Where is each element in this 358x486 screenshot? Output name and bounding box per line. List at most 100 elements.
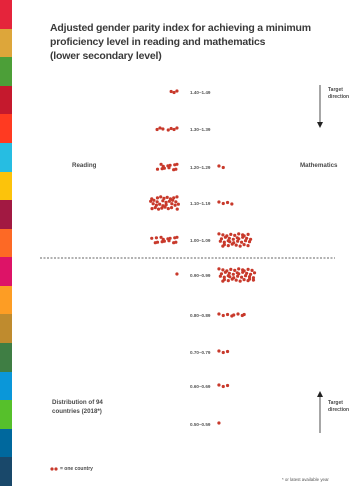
reading-dot bbox=[159, 235, 163, 239]
mathematics-dot bbox=[237, 232, 241, 236]
mathematics-dot bbox=[243, 274, 248, 278]
reading-dot bbox=[153, 206, 157, 210]
reading-dot bbox=[160, 206, 164, 210]
mathematics-dot bbox=[228, 275, 232, 279]
reading-dot bbox=[169, 206, 174, 210]
target-direction-top-line1: Target bbox=[328, 87, 343, 93]
mathematics-dot bbox=[225, 383, 230, 388]
reading-dot bbox=[173, 236, 177, 240]
reading-label: Reading bbox=[72, 162, 97, 169]
mathematics-label: Mathematics bbox=[300, 162, 338, 169]
stripe-segment bbox=[0, 428, 12, 458]
mathematics-dot bbox=[232, 241, 236, 245]
mathematics-dot bbox=[246, 267, 250, 271]
reading-dot bbox=[150, 197, 154, 201]
bin-label: 0.80–0.89 bbox=[190, 313, 211, 318]
bin-label: 0.90–0.99 bbox=[190, 273, 211, 278]
mathematics-dot bbox=[219, 272, 224, 276]
mathematics-dot bbox=[225, 349, 230, 354]
mathematics-dot bbox=[251, 278, 256, 282]
chart-title-line-3: (lower secondary level) bbox=[50, 50, 162, 62]
reading-dot bbox=[175, 272, 179, 276]
mathematics-dot bbox=[217, 164, 221, 168]
target-arrow-down-icon bbox=[317, 122, 323, 128]
reading-dot bbox=[158, 202, 162, 206]
stripe-segment bbox=[0, 257, 12, 287]
reading-dot bbox=[166, 128, 170, 132]
reading-dot bbox=[167, 199, 171, 203]
reading-dot bbox=[172, 241, 176, 245]
reading-dot bbox=[175, 207, 179, 211]
bin-label: 1.00–1.09 bbox=[190, 238, 211, 243]
mathematics-dot bbox=[225, 200, 230, 205]
reading-dot bbox=[151, 202, 155, 206]
mathematics-dot bbox=[225, 312, 230, 317]
reading-dot bbox=[161, 204, 165, 208]
reading-dot bbox=[154, 236, 158, 240]
mathematics-dot bbox=[221, 384, 225, 389]
reading-dot bbox=[172, 168, 176, 172]
reading-dot bbox=[161, 164, 165, 168]
mathematics-dot bbox=[249, 272, 253, 276]
bin-label: 0.60–0.69 bbox=[190, 384, 211, 389]
mathematics-dot bbox=[242, 312, 246, 317]
stripe-segment bbox=[0, 142, 12, 173]
mathematics-dot bbox=[242, 234, 246, 238]
reading-dot bbox=[155, 167, 160, 171]
mathematics-dot bbox=[237, 272, 241, 276]
legend-label: = one country bbox=[60, 466, 93, 472]
mathematics-dot bbox=[247, 240, 252, 244]
reading-dot bbox=[164, 203, 168, 207]
mathematics-dot bbox=[247, 277, 252, 281]
mathematics-dot bbox=[217, 312, 221, 316]
mathematics-dot bbox=[217, 383, 221, 387]
mathematics-dot bbox=[222, 243, 226, 247]
mathematics-dot bbox=[233, 233, 237, 237]
mathematics-dot bbox=[245, 236, 249, 240]
stripe-segment bbox=[0, 343, 12, 373]
mathematics-dot bbox=[221, 201, 225, 206]
reading-dot bbox=[159, 195, 163, 199]
stripe-segment bbox=[0, 314, 12, 344]
mathematics-dot bbox=[231, 272, 235, 276]
reading-dot bbox=[161, 237, 165, 241]
mathematics-dot bbox=[250, 268, 254, 272]
bin-label: 0.50–0.59 bbox=[190, 422, 211, 427]
mathematics-dot bbox=[243, 239, 248, 243]
mathematics-dot bbox=[221, 233, 225, 237]
mathematics-dot bbox=[242, 269, 246, 273]
stripe-segment bbox=[0, 171, 12, 201]
mathematics-dot bbox=[217, 267, 221, 271]
bin-label: 1.10–1.19 bbox=[190, 201, 211, 206]
bin-label: 0.70–0.79 bbox=[190, 350, 211, 355]
reading-dot bbox=[172, 90, 176, 95]
stripe-segment bbox=[0, 28, 12, 58]
mathematics-dot bbox=[222, 240, 226, 244]
reading-dot bbox=[175, 195, 179, 199]
mathematics-dot bbox=[227, 236, 231, 240]
reading-dot bbox=[172, 196, 176, 200]
mathematics-dot bbox=[233, 268, 237, 272]
mathematics-dot bbox=[217, 232, 221, 236]
mathematics-dot bbox=[246, 232, 250, 236]
mathematics-dot bbox=[231, 237, 235, 241]
mathematics-dot bbox=[221, 313, 225, 318]
stripe-segment bbox=[0, 285, 12, 315]
stripe-segment bbox=[0, 114, 12, 144]
reading-dot bbox=[169, 89, 173, 94]
mathematics-dot bbox=[221, 350, 225, 355]
mathematics-dot bbox=[234, 243, 238, 247]
reading-dot bbox=[174, 200, 178, 204]
mathematics-dot bbox=[236, 239, 240, 243]
mathematics-dot bbox=[232, 313, 236, 317]
reading-dot bbox=[168, 197, 173, 201]
footnote: * or latest available year bbox=[282, 477, 329, 482]
mathematics-dot bbox=[230, 202, 234, 206]
reading-dot bbox=[160, 240, 164, 244]
reading-dot bbox=[173, 163, 177, 167]
bin-label: 1.40–1.49 bbox=[190, 90, 211, 95]
mathematics-dot bbox=[246, 244, 250, 248]
mathematics-dot bbox=[226, 244, 230, 248]
reading-dot bbox=[155, 200, 159, 204]
